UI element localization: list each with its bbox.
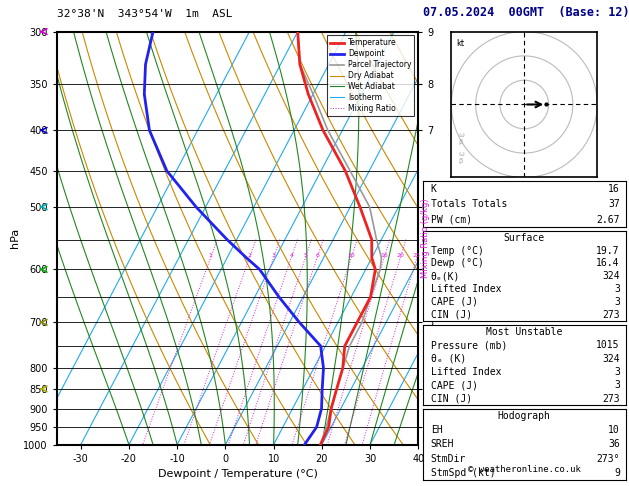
Text: ω
β: ω β [459, 152, 465, 164]
Text: Hodograph: Hodograph [498, 411, 551, 421]
Text: 25: 25 [413, 253, 421, 258]
Text: EH: EH [431, 425, 443, 435]
Text: CAPE (J): CAPE (J) [431, 297, 478, 307]
Text: CAPE (J): CAPE (J) [431, 380, 478, 390]
Text: LCL: LCL [423, 430, 438, 439]
Legend: Temperature, Dewpoint, Parcel Trajectory, Dry Adiabat, Wet Adiabat, Isotherm, Mi: Temperature, Dewpoint, Parcel Trajectory… [327, 35, 415, 116]
Text: Lifted Index: Lifted Index [431, 367, 501, 377]
Text: 1015: 1015 [596, 340, 620, 350]
Text: © weatheronline.co.uk: © weatheronline.co.uk [468, 465, 581, 474]
Text: K: K [431, 184, 437, 194]
Text: 32°38'N  343°54'W  1m  ASL: 32°38'N 343°54'W 1m ASL [57, 9, 232, 19]
Text: 07.05.2024  00GMT  (Base: 12): 07.05.2024 00GMT (Base: 12) [423, 6, 629, 19]
Text: CIN (J): CIN (J) [431, 394, 472, 404]
Text: 3: 3 [614, 297, 620, 307]
Text: 273: 273 [602, 394, 620, 404]
Text: 20: 20 [396, 253, 404, 258]
Text: Most Unstable: Most Unstable [486, 327, 562, 337]
Text: 4: 4 [289, 253, 293, 258]
Text: Dewp (°C): Dewp (°C) [431, 259, 484, 268]
Text: 37: 37 [608, 199, 620, 209]
Text: SREH: SREH [431, 439, 454, 450]
Text: 16: 16 [608, 184, 620, 194]
Text: θₑ (K): θₑ (K) [431, 353, 466, 364]
Text: 273°: 273° [596, 453, 620, 464]
Text: 2.67: 2.67 [596, 215, 620, 225]
Text: 273: 273 [602, 310, 620, 320]
Text: StmDir: StmDir [431, 453, 466, 464]
X-axis label: Dewpoint / Temperature (°C): Dewpoint / Temperature (°C) [157, 469, 318, 479]
Text: kt: kt [456, 39, 464, 48]
Text: 2: 2 [247, 253, 252, 258]
Text: 1: 1 [209, 253, 213, 258]
Text: 5: 5 [303, 253, 308, 258]
Text: 10: 10 [608, 425, 620, 435]
Text: 3: 3 [614, 284, 620, 294]
Text: 16: 16 [381, 253, 388, 258]
Text: Temp (°C): Temp (°C) [431, 245, 484, 256]
Text: θₑ(K): θₑ(K) [431, 271, 460, 281]
Text: StmSpd (kt): StmSpd (kt) [431, 468, 496, 478]
Y-axis label: hPa: hPa [10, 228, 20, 248]
Text: 3: 3 [272, 253, 276, 258]
Text: 324: 324 [602, 353, 620, 364]
Text: 3: 3 [614, 367, 620, 377]
Text: Surface: Surface [504, 233, 545, 243]
Text: 16.4: 16.4 [596, 259, 620, 268]
Text: Mixing Ratio (g/kg): Mixing Ratio (g/kg) [421, 198, 430, 278]
Text: 324: 324 [602, 271, 620, 281]
Text: PW (cm): PW (cm) [431, 215, 472, 225]
Text: Pressure (mb): Pressure (mb) [431, 340, 507, 350]
Text: 36: 36 [608, 439, 620, 450]
Y-axis label: km
ASL: km ASL [441, 238, 459, 260]
Text: 9: 9 [614, 468, 620, 478]
Text: 6: 6 [315, 253, 319, 258]
Text: Lifted Index: Lifted Index [431, 284, 501, 294]
Text: 10: 10 [347, 253, 355, 258]
Text: Totals Totals: Totals Totals [431, 199, 507, 209]
Text: ω
β: ω β [459, 132, 465, 145]
Text: CIN (J): CIN (J) [431, 310, 472, 320]
Text: 3: 3 [614, 380, 620, 390]
Text: 19.7: 19.7 [596, 245, 620, 256]
